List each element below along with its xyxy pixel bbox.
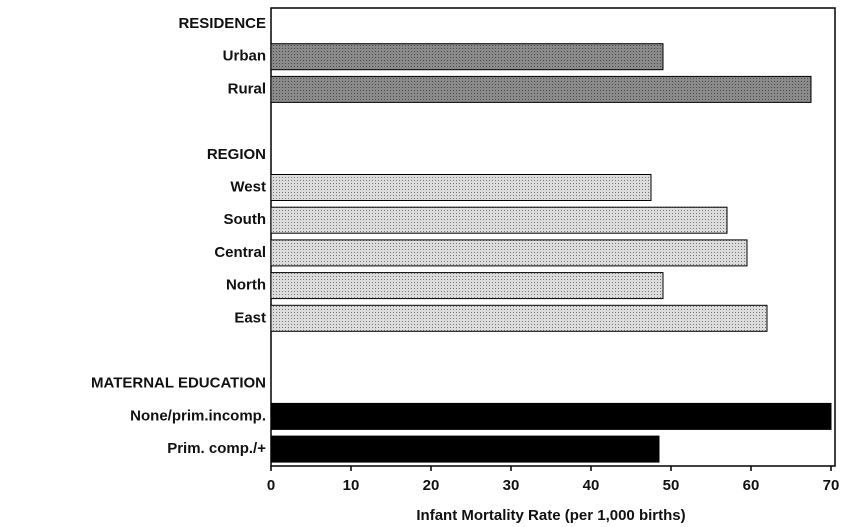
x-tick-label: 50: [663, 477, 680, 494]
group-label: MATERNAL EDUCATION: [91, 375, 266, 392]
bar-texture: [271, 207, 727, 234]
y-tick-label: None/prim.incomp.: [130, 407, 266, 424]
bar: [270, 435, 660, 463]
y-tick-label: Rural: [228, 80, 266, 97]
group-label: REGION: [207, 146, 266, 163]
x-tick-label: 40: [583, 477, 600, 494]
bar-texture: [271, 272, 663, 299]
bar: [270, 402, 832, 430]
y-tick-label: East: [234, 309, 266, 326]
group-label: RESIDENCE: [178, 15, 266, 32]
x-tick-label: 20: [423, 477, 440, 494]
y-tick-label: Central: [214, 244, 266, 261]
y-tick-label: West: [230, 178, 266, 195]
x-axis-title: Infant Mortality Rate (per 1,000 births): [416, 507, 685, 524]
y-tick-label: North: [226, 277, 266, 294]
bar-texture: [271, 305, 767, 332]
x-tick-label: 10: [343, 477, 360, 494]
bar-texture: [271, 76, 811, 103]
bar-texture: [271, 239, 747, 266]
plot-frame: [270, 7, 836, 467]
bar-texture: [271, 174, 651, 201]
x-tick-label: 30: [503, 477, 520, 494]
y-tick-label: Prim. comp./+: [167, 440, 266, 457]
bar-texture: [271, 43, 663, 70]
x-tick-label: 70: [823, 477, 840, 494]
y-tick-label: Urban: [223, 48, 266, 65]
y-tick-label: South: [224, 211, 267, 228]
x-tick-label: 60: [743, 477, 760, 494]
x-tick-label: 0: [267, 477, 275, 494]
